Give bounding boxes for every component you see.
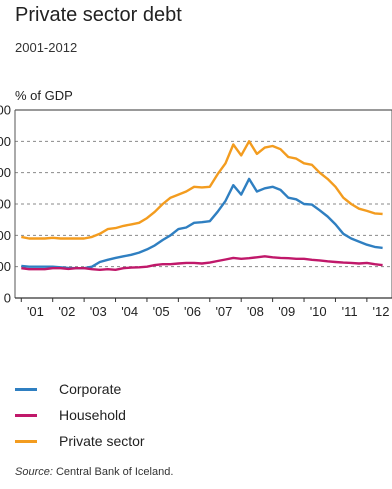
y-tick-label: 0 bbox=[4, 291, 11, 306]
x-tick-label: '04 bbox=[121, 304, 138, 319]
x-tick-label: '06 bbox=[184, 304, 201, 319]
source-text: Central Bank of Iceland. bbox=[52, 466, 174, 478]
legend-item-household: Household bbox=[15, 402, 145, 428]
y-tick-label: 500 bbox=[0, 134, 11, 149]
source-note: Source: Central Bank of Iceland. bbox=[15, 466, 173, 478]
series-lines bbox=[21, 140, 383, 271]
y-tick-label: 300 bbox=[0, 197, 11, 212]
legend-label-private-sector: Private sector bbox=[59, 433, 145, 449]
grid-lines bbox=[15, 109, 392, 268]
x-tick-label: '02 bbox=[58, 304, 75, 319]
y-tick-label: 200 bbox=[0, 228, 11, 243]
chart-title: Private sector debt bbox=[15, 4, 182, 26]
chart-subtitle: 2001-2012 bbox=[15, 40, 78, 55]
legend-swatch-household bbox=[15, 413, 37, 417]
x-tick-label: '03 bbox=[90, 304, 107, 319]
x-tick-label: '11 bbox=[342, 304, 358, 319]
x-tick-label: '09 bbox=[278, 304, 295, 319]
y-tick-labels: 0 100 200 300 400 500 600 bbox=[0, 103, 11, 306]
y-tick-label: 100 bbox=[0, 259, 11, 274]
x-tick-label: '10 bbox=[310, 304, 327, 319]
y-tick-label: 400 bbox=[0, 165, 11, 180]
legend-swatch-corporate bbox=[15, 387, 37, 391]
series-line-private-sector bbox=[21, 140, 383, 240]
legend-item-private-sector: Private sector bbox=[15, 428, 145, 454]
legend: Corporate Household Private sector bbox=[15, 376, 145, 454]
legend-label-corporate: Corporate bbox=[59, 381, 122, 397]
x-tick-label: '07 bbox=[215, 304, 232, 319]
source-label: Source: bbox=[15, 466, 53, 478]
x-tick-label: '08 bbox=[247, 304, 264, 319]
x-tick-label: '12 bbox=[373, 304, 390, 319]
x-tick-labels: '01 '02 '03 '04 '05 '06 '07 '08 '09 '10 '11 '12 bbox=[20, 298, 390, 319]
legend-label-household: Household bbox=[59, 407, 126, 423]
series-line-corporate bbox=[21, 177, 383, 270]
x-tick-label: '05 bbox=[153, 304, 170, 319]
legend-swatch-private-sector bbox=[15, 439, 37, 443]
x-tick-label: '01 bbox=[27, 304, 44, 319]
legend-item-corporate: Corporate bbox=[15, 376, 145, 402]
series-line-household bbox=[21, 255, 383, 271]
y-axis-label: % of GDP bbox=[15, 88, 73, 103]
y-tick-label: 600 bbox=[0, 103, 11, 118]
